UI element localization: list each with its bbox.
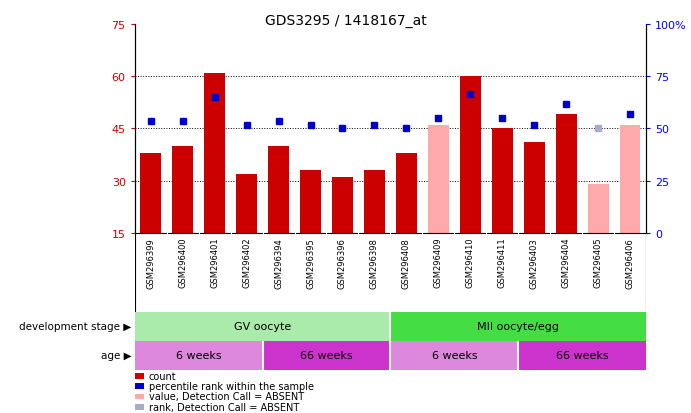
Bar xyxy=(263,341,390,370)
Text: GSM296406: GSM296406 xyxy=(625,237,634,288)
Bar xyxy=(332,178,353,233)
Text: 66 weeks: 66 weeks xyxy=(300,350,353,360)
Bar xyxy=(140,153,161,233)
Bar xyxy=(205,74,225,233)
Text: 66 weeks: 66 weeks xyxy=(556,350,609,360)
Text: development stage ▶: development stage ▶ xyxy=(19,321,131,331)
Text: GDS3295 / 1418167_at: GDS3295 / 1418167_at xyxy=(265,14,426,28)
Text: count: count xyxy=(149,371,176,381)
Text: 6 weeks: 6 weeks xyxy=(431,350,477,360)
Bar xyxy=(390,341,518,370)
Text: value, Detection Call = ABSENT: value, Detection Call = ABSENT xyxy=(149,392,303,401)
Bar xyxy=(300,171,321,233)
Text: GSM296401: GSM296401 xyxy=(210,237,219,288)
Text: GSM296403: GSM296403 xyxy=(530,237,539,288)
Text: GSM296402: GSM296402 xyxy=(242,237,251,288)
Text: GSM296396: GSM296396 xyxy=(338,237,347,288)
Text: GSM296410: GSM296410 xyxy=(466,237,475,288)
Bar xyxy=(518,341,646,370)
Text: 6 weeks: 6 weeks xyxy=(176,350,222,360)
Bar xyxy=(135,341,263,370)
Bar xyxy=(428,126,448,233)
Text: GSM296409: GSM296409 xyxy=(434,237,443,288)
Bar xyxy=(620,126,641,233)
Text: rank, Detection Call = ABSENT: rank, Detection Call = ABSENT xyxy=(149,402,299,412)
Text: GSM296400: GSM296400 xyxy=(178,237,187,288)
Text: percentile rank within the sample: percentile rank within the sample xyxy=(149,381,314,391)
Bar xyxy=(172,147,193,233)
Text: GV oocyte: GV oocyte xyxy=(234,321,291,331)
Text: GSM296395: GSM296395 xyxy=(306,237,315,288)
Bar xyxy=(588,185,609,233)
Text: GSM296404: GSM296404 xyxy=(562,237,571,288)
Bar xyxy=(396,153,417,233)
Bar xyxy=(390,312,646,341)
Text: GSM296399: GSM296399 xyxy=(146,237,155,288)
Text: MII oocyte/egg: MII oocyte/egg xyxy=(477,321,559,331)
Text: GSM296405: GSM296405 xyxy=(594,237,603,288)
Bar xyxy=(268,147,289,233)
Text: GSM296398: GSM296398 xyxy=(370,237,379,288)
Bar xyxy=(556,115,576,233)
Bar xyxy=(236,174,257,233)
Bar xyxy=(135,312,390,341)
Bar xyxy=(460,77,481,233)
Text: age ▶: age ▶ xyxy=(101,350,131,360)
Text: GSM296408: GSM296408 xyxy=(402,237,411,288)
Bar xyxy=(364,171,385,233)
Text: GSM296411: GSM296411 xyxy=(498,237,507,288)
Bar xyxy=(492,129,513,233)
Bar xyxy=(524,143,545,233)
Text: GSM296394: GSM296394 xyxy=(274,237,283,288)
